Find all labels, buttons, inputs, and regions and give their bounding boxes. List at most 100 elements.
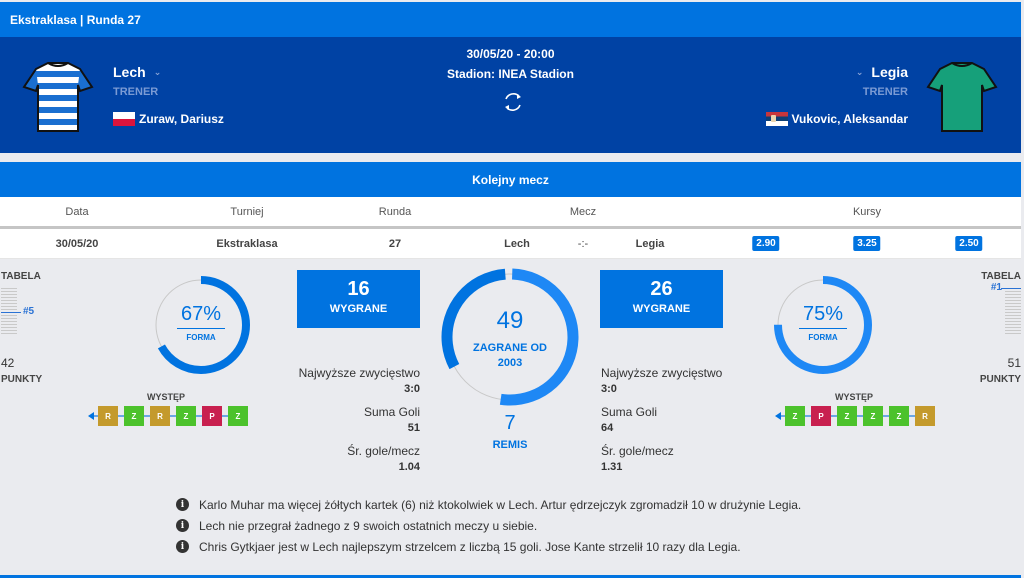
form-result[interactable]: Z: [837, 406, 857, 426]
col-turniej: Turniej: [230, 205, 264, 218]
away-team: ⌄ Legia TRENER Vukovic, Aleksandar: [765, 64, 908, 126]
away-wystep-label: WYSTĘP: [834, 392, 873, 402]
col-data: Data: [65, 205, 89, 218]
away-rank-marker: [1001, 288, 1021, 289]
row-tournament: Ekstraklasa: [216, 237, 278, 250]
h2h-played-label: ZAGRANE OD 2003: [473, 342, 547, 369]
info-icon: i: [176, 540, 189, 553]
home-form-label: FORMA: [186, 333, 216, 342]
match-info: 30/05/20 - 20:00 Stadion: INEA Stadion: [0, 47, 1021, 81]
table-header: Data Turniej Runda Mecz Kursy: [0, 197, 1021, 229]
away-goals: 64: [601, 422, 614, 434]
home-form: 67% FORMA: [149, 303, 253, 342]
home-table-label: TABELA: [1, 271, 41, 282]
odd-draw-button[interactable]: 3.25: [853, 236, 881, 251]
row-round: 27: [388, 237, 402, 250]
poland-flag-icon: [113, 112, 135, 126]
home-wins-count: 16: [347, 278, 370, 300]
home-goals: 51: [407, 422, 420, 434]
facts-list: i Karlo Muhar ma więcej żółtych kartek (…: [176, 494, 801, 557]
col-kursy: Kursy: [852, 205, 882, 218]
home-team-name[interactable]: Lech ⌄: [113, 64, 162, 80]
form-result[interactable]: R: [915, 406, 935, 426]
home-points-label: PUNKTY: [1, 374, 43, 385]
h2h-ring: [441, 268, 579, 406]
refresh-icon[interactable]: [502, 91, 524, 113]
home-stats: Najwyższe zwycięstwo 3:0 Suma Goli 51 Śr…: [299, 366, 420, 483]
away-shirt-icon: [926, 62, 998, 132]
home-wins: 16 WYGRANE: [297, 270, 420, 328]
form-result[interactable]: Z: [889, 406, 909, 426]
away-team-name[interactable]: ⌄ Legia: [855, 64, 908, 80]
form-result[interactable]: R: [150, 406, 170, 426]
col-runda: Runda: [378, 205, 412, 218]
table-row[interactable]: 30/05/20 Ekstraklasa 27 Lech -:- Legia 2…: [0, 229, 1021, 259]
away-table-stack: #1: [991, 282, 1021, 336]
fact-item: i Lech nie przegrał żadnego z 9 swoich o…: [176, 515, 801, 536]
home-team: Lech ⌄ TRENER Zuraw, Dariusz: [113, 64, 224, 126]
away-form-pct: 75%: [802, 303, 844, 325]
away-stats: Najwyższe zwycięstwo 3:0 Suma Goli 64 Śr…: [601, 366, 722, 483]
away-table-position: TABELA #1 51 PUNKTY: [980, 271, 1021, 385]
home-wystep-label: WYSTĘP: [146, 392, 185, 402]
away-wins-count: 26: [650, 278, 673, 300]
home-rank: #5: [23, 306, 35, 317]
away-table-label: TABELA: [981, 271, 1021, 282]
home-recent-form: R Z R Z P Z: [88, 406, 254, 426]
away-points: 51: [1007, 356, 1021, 370]
info-icon: i: [176, 498, 189, 511]
match-stadium: Stadion: INEA Stadion: [447, 67, 574, 81]
home-highest-win-label: Najwyższe zwycięstwo: [298, 366, 420, 380]
away-wins: 26 WYGRANE: [600, 270, 723, 328]
away-goals-label: Suma Goli: [601, 405, 658, 419]
chevron-down-icon[interactable]: ⌄: [153, 66, 162, 77]
home-wins-label: WYGRANE: [329, 303, 388, 315]
row-home: Lech: [504, 237, 530, 250]
home-table-stack: #5: [1, 288, 34, 336]
match-datetime: 30/05/20 - 20:00: [466, 47, 555, 61]
bottom-divider: [0, 575, 1021, 578]
form-result[interactable]: P: [811, 406, 831, 426]
odd-home-button[interactable]: 2.90: [752, 236, 780, 251]
form-result[interactable]: Z: [228, 406, 248, 426]
form-result[interactable]: Z: [785, 406, 805, 426]
next-match-title: Kolejny mecz: [0, 162, 1021, 197]
away-form-ring: [774, 276, 872, 374]
away-form: 75% FORMA: [771, 303, 875, 342]
away-highest-win-label: Najwyższe zwycięstwo: [601, 366, 723, 380]
form-result[interactable]: Z: [124, 406, 144, 426]
home-coach-label: TRENER: [113, 86, 159, 98]
away-coach-label: TRENER: [862, 86, 908, 98]
home-points: 42: [1, 356, 15, 370]
fact-item: i Karlo Muhar ma więcej żółtych kartek (…: [176, 494, 801, 515]
chevron-down-icon[interactable]: ⌄: [855, 66, 864, 77]
form-result[interactable]: P: [202, 406, 222, 426]
home-coach: Zuraw, Dariusz: [113, 112, 224, 126]
h2h-played: 49 ZAGRANE OD 2003: [443, 307, 577, 371]
away-form-label: FORMA: [808, 333, 838, 342]
away-highest-win: 3:0: [601, 383, 617, 395]
match-header: Lech ⌄ TRENER Zuraw, Dariusz 30/05/20 - …: [0, 37, 1021, 153]
form-result[interactable]: R: [98, 406, 118, 426]
info-icon: i: [176, 519, 189, 532]
h2h-draws-count: 7: [504, 412, 516, 434]
home-form-ring: [152, 276, 250, 374]
odd-away-button[interactable]: 2.50: [955, 236, 983, 251]
col-mecz: Mecz: [569, 205, 597, 218]
home-avg: 1.04: [398, 461, 420, 473]
form-result[interactable]: Z: [863, 406, 883, 426]
home-rank-marker: [1, 312, 21, 313]
breadcrumb-text: Ekstraklasa | Runda 27: [10, 13, 141, 27]
away-avg: 1.31: [601, 461, 623, 473]
home-table-position: TABELA #5 42 PUNKTY: [1, 271, 42, 385]
away-points-label: PUNKTY: [979, 374, 1021, 385]
arrow-left-icon: [775, 412, 781, 420]
form-result[interactable]: Z: [176, 406, 196, 426]
home-shirt-icon: [22, 62, 94, 132]
row-date: 30/05/20: [55, 237, 99, 250]
h2h-draws-label: REMIS: [492, 439, 528, 451]
away-coach: Vukovic, Aleksandar: [765, 112, 908, 126]
home-highest-win: 3:0: [404, 383, 420, 395]
row-score: -:-: [577, 237, 589, 250]
